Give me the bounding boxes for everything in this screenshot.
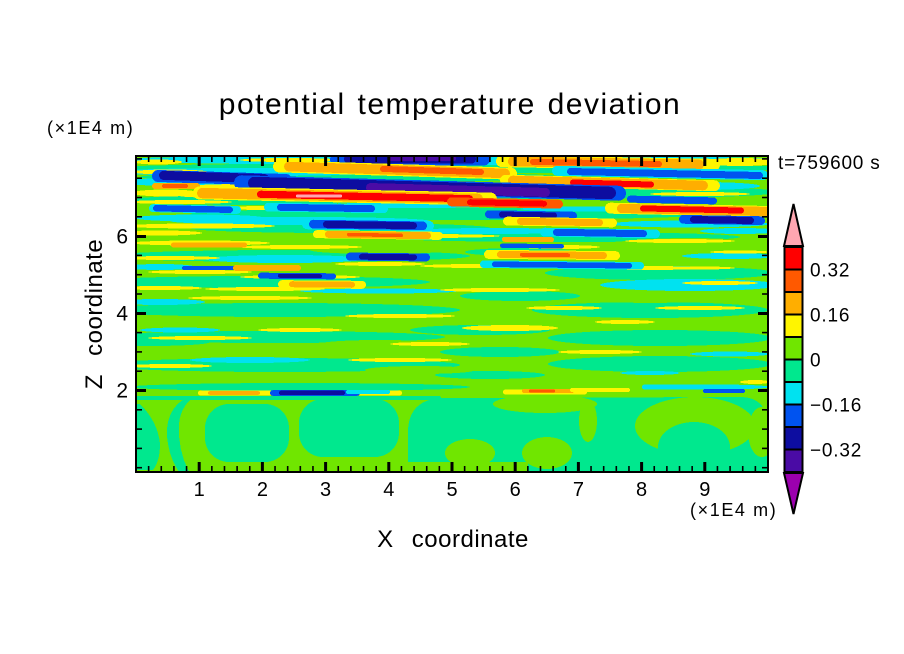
svg-text:X coordinate: X coordinate (377, 526, 529, 553)
svg-text:Z coordinate: Z coordinate (81, 239, 108, 389)
svg-text:0.32: 0.32 (810, 261, 850, 282)
svg-text:(×1E4 m): (×1E4 m) (47, 118, 134, 138)
svg-text:6: 6 (510, 479, 521, 501)
svg-text:8: 8 (636, 479, 647, 501)
svg-text:2: 2 (116, 380, 128, 403)
svg-text:0: 0 (810, 351, 821, 372)
svg-text:potential temperature deviat: potential temperature deviation (219, 88, 681, 121)
svg-text:7: 7 (573, 479, 584, 501)
svg-text:−0.32: −0.32 (810, 441, 862, 462)
svg-text:0.16: 0.16 (810, 306, 850, 327)
svg-text:t=759600 s: t=759600 s (778, 153, 881, 174)
svg-text:2: 2 (257, 479, 268, 501)
svg-text:6: 6 (116, 226, 128, 249)
svg-text:(×1E4 m): (×1E4 m) (690, 500, 777, 520)
svg-text:5: 5 (446, 479, 457, 501)
svg-text:3: 3 (320, 479, 331, 501)
svg-text:9: 9 (699, 479, 710, 501)
svg-text:4: 4 (383, 479, 394, 501)
svg-text:1: 1 (194, 479, 205, 501)
svg-text:4: 4 (116, 303, 128, 326)
svg-text:−0.16: −0.16 (810, 396, 862, 417)
